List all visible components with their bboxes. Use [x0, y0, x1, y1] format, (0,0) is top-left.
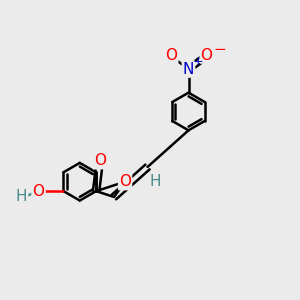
- Text: O: O: [94, 153, 106, 168]
- Text: +: +: [192, 56, 203, 68]
- Text: O: O: [201, 48, 213, 63]
- Text: O: O: [33, 184, 45, 199]
- Text: N: N: [183, 61, 194, 76]
- Text: −: −: [213, 42, 226, 57]
- Text: H: H: [150, 174, 161, 189]
- Text: O: O: [165, 48, 177, 63]
- Text: O: O: [119, 174, 131, 189]
- Text: H: H: [16, 189, 27, 204]
